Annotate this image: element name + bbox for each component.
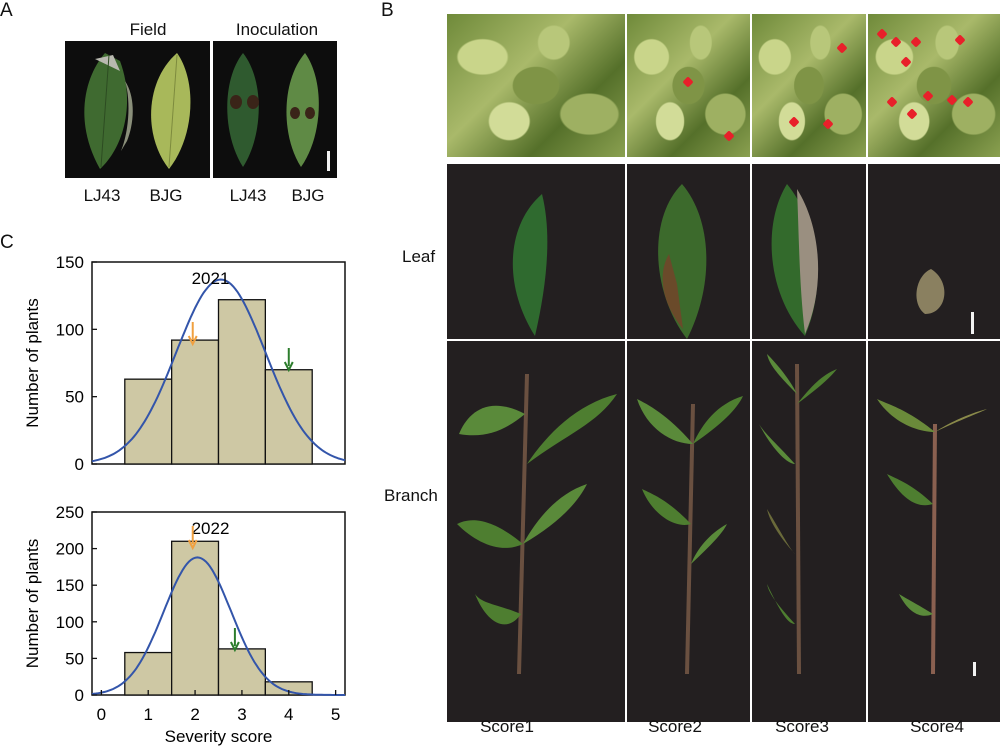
row-label-branch: Branch xyxy=(384,486,438,505)
grid-divider xyxy=(866,164,868,722)
panel-a-label-bjg-field: BJG xyxy=(149,186,183,205)
y-tick-label: 0 xyxy=(75,686,84,705)
panel-a-label-lj43-field: LJ43 xyxy=(83,186,121,205)
field-photo-score1 xyxy=(447,14,625,157)
panel-a-header-field: Field xyxy=(129,20,167,39)
y-axis-label: Number of plants xyxy=(23,298,42,427)
y-tick-label: 50 xyxy=(65,649,84,668)
y-tick-label: 150 xyxy=(56,576,84,595)
chart-title: 2021 xyxy=(192,269,230,288)
y-tick-label: 100 xyxy=(56,320,84,339)
bar-score-3 xyxy=(217,299,267,465)
score-label-2: Score2 xyxy=(648,717,702,736)
chart-title: 2022 xyxy=(192,519,230,538)
x-tick-label: 4 xyxy=(284,705,293,724)
y-axis-label: Number of plants xyxy=(23,539,42,668)
panel-b-dark-photo-area xyxy=(447,164,1000,722)
score-label-3: Score3 xyxy=(775,717,829,736)
y-tick-label: 150 xyxy=(56,253,84,272)
arrow-head-green xyxy=(283,361,294,373)
x-tick-label: 5 xyxy=(331,705,340,724)
panel-letter-c: C xyxy=(0,232,14,253)
score-label-1: Score1 xyxy=(480,717,534,736)
y-tick-label: 250 xyxy=(56,503,84,522)
histogram-2021: 0 50 100 150 Number of plants 2021 xyxy=(23,253,346,474)
panel-letter-b: B xyxy=(381,0,394,21)
bar-score-4 xyxy=(264,369,313,465)
arrow-head-green xyxy=(230,641,240,653)
x-tick-label: 2 xyxy=(190,705,199,724)
arrow-head-orange xyxy=(187,335,198,347)
x-tick-label: 0 xyxy=(97,705,106,724)
field-photo-score2 xyxy=(627,14,750,157)
panel-a-field-photo xyxy=(65,41,210,178)
field-photo-score3 xyxy=(752,14,866,157)
histogram-2022: 0 50 100 150 200 250 Number of plants 2022 0 1 2 3 4… xyxy=(23,503,346,746)
panel-a-label-lj43-inoc: LJ43 xyxy=(229,186,267,205)
y-tick-label: 50 xyxy=(65,388,84,407)
x-tick-label: 1 xyxy=(143,705,152,724)
panel-a-label-bjg-inoc: BJG xyxy=(291,186,325,205)
x-tick-label: 3 xyxy=(237,705,246,724)
y-tick-label: 0 xyxy=(75,455,84,474)
score-label-4: Score4 xyxy=(910,717,964,736)
grid-divider xyxy=(750,164,752,722)
y-tick-label: 100 xyxy=(56,613,84,632)
x-axis-label: Severity score xyxy=(165,727,273,746)
grid-divider xyxy=(625,164,627,722)
arrow-head-orange xyxy=(187,539,198,551)
normal-fit-curve xyxy=(91,556,345,696)
panel-a-header-inoculation: Inoculation xyxy=(235,20,319,39)
bar-score-2 xyxy=(170,339,220,465)
field-photo-score4 xyxy=(868,14,1000,157)
row-label-leaf: Leaf xyxy=(402,247,436,266)
bar-score-2 xyxy=(170,540,220,696)
grid-divider xyxy=(447,339,1000,341)
bar-score-1 xyxy=(124,378,173,465)
panel-letter-a: A xyxy=(0,0,13,21)
bar-score-3 xyxy=(217,648,267,696)
y-tick-label: 200 xyxy=(56,540,84,559)
normal-fit-curve xyxy=(91,278,346,463)
panel-a-inoculation-photo xyxy=(213,41,337,178)
